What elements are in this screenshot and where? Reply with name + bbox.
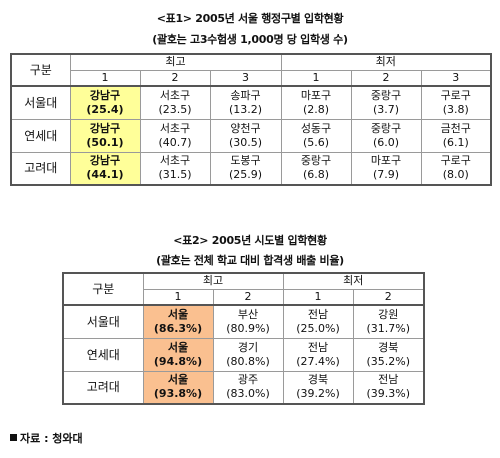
table1-rank: 3 — [420, 69, 492, 87]
table2-rank: 2 — [212, 288, 284, 306]
table1-rank: 2 — [350, 69, 422, 87]
table2-cell-highlight: 서울 (86.3%) — [142, 304, 214, 339]
table2-subtitle: (괄호는 전체 학교 대비 합격생 배출 비율) — [156, 254, 344, 267]
table2-cell: 전남 (39.3%) — [352, 370, 425, 405]
table2-row-label: 고려대 — [62, 370, 144, 405]
table1-cell: 양천구 (30.5) — [209, 118, 282, 153]
table1-cell-highlight: 강남구 (44.1) — [69, 151, 141, 186]
table2-cell-highlight: 서울 (93.8%) — [142, 370, 214, 405]
table1-row-label: 연세대 — [10, 118, 71, 153]
table1-rank: 3 — [209, 69, 282, 87]
table1-row-label: 서울대 — [10, 85, 71, 120]
table2-cell: 전남 (27.4%) — [282, 337, 354, 372]
table2-cell: 전남 (25.0%) — [282, 304, 354, 339]
table2-cell: 경북 (35.2%) — [352, 337, 425, 372]
table2-header-category: 구분 — [62, 272, 144, 306]
table1-cell-highlight: 강남구 (25.4) — [69, 85, 141, 120]
table2: 구분 최고 최저 1 2 1 2 서울대 서울 (86.3%) 부산 (80.9%)… — [62, 272, 425, 405]
table2-rank: 1 — [142, 288, 214, 306]
table1-cell: 서초구 (23.5) — [139, 85, 211, 120]
table1-cell: 성동구 (5.6) — [280, 118, 352, 153]
table1-cell: 서초구 (40.7) — [139, 118, 211, 153]
table2-row-label: 연세대 — [62, 337, 144, 372]
table1-cell: 마포구 (2.8) — [280, 85, 352, 120]
table1-rank: 1 — [69, 69, 141, 87]
table1-header-high: 최고 — [69, 53, 282, 71]
table2-cell: 강원 (31.7%) — [352, 304, 425, 339]
table1-row-label: 고려대 — [10, 151, 71, 186]
table2-header-high: 최고 — [142, 272, 284, 290]
table1-rank: 2 — [139, 69, 211, 87]
table2-cell: 경북 (39.2%) — [282, 370, 354, 405]
table1-rank: 1 — [280, 69, 352, 87]
table1-cell: 서초구 (31.5) — [139, 151, 211, 186]
table1-cell: 금천구 (6.1) — [420, 118, 492, 153]
table1-cell: 중랑구 (6.0) — [350, 118, 422, 153]
table2-cell: 경기 (80.8%) — [212, 337, 284, 372]
table2-rank: 2 — [352, 288, 425, 306]
table2-cell: 광주 (83.0%) — [212, 370, 284, 405]
table2-cell: 부산 (80.9%) — [212, 304, 284, 339]
table1-cell: 구로구 (3.8) — [420, 85, 492, 120]
source-text: 자료 : 청와대 — [20, 432, 83, 445]
table1-cell: 중랑구 (3.7) — [350, 85, 422, 120]
source-note: 자료 : 청와대 — [10, 430, 83, 446]
table2-header-low: 최저 — [282, 272, 425, 290]
table2-rank: 1 — [282, 288, 354, 306]
table1-cell: 송파구 (13.2) — [209, 85, 282, 120]
table1-header-category: 구분 — [10, 53, 71, 87]
table1-cell-highlight: 강남구 (50.1) — [69, 118, 141, 153]
table1-cell: 도봉구 (25.9) — [209, 151, 282, 186]
table1-cell: 마포구 (7.9) — [350, 151, 422, 186]
table1: 구분 최고 최저 1 2 3 1 2 3 서울대 강남구 (25.4) 서초구 (2… — [10, 53, 492, 186]
table2-row-label: 서울대 — [62, 304, 144, 339]
square-bullet-icon — [10, 434, 17, 441]
table1-cell: 중랑구 (6.8) — [280, 151, 352, 186]
table1-subtitle: (괄호는 고3수험생 1,000명 당 입학생 수) — [152, 33, 348, 46]
table2-title: <표2> 2005년 시도별 입학현황 — [173, 234, 327, 247]
table1-title: <표1> 2005년 서울 행정구별 입학현황 — [156, 12, 344, 25]
table2-cell-highlight: 서울 (94.8%) — [142, 337, 214, 372]
table1-cell: 구로구 (8.0) — [420, 151, 492, 186]
table1-header-low: 최저 — [280, 53, 492, 71]
